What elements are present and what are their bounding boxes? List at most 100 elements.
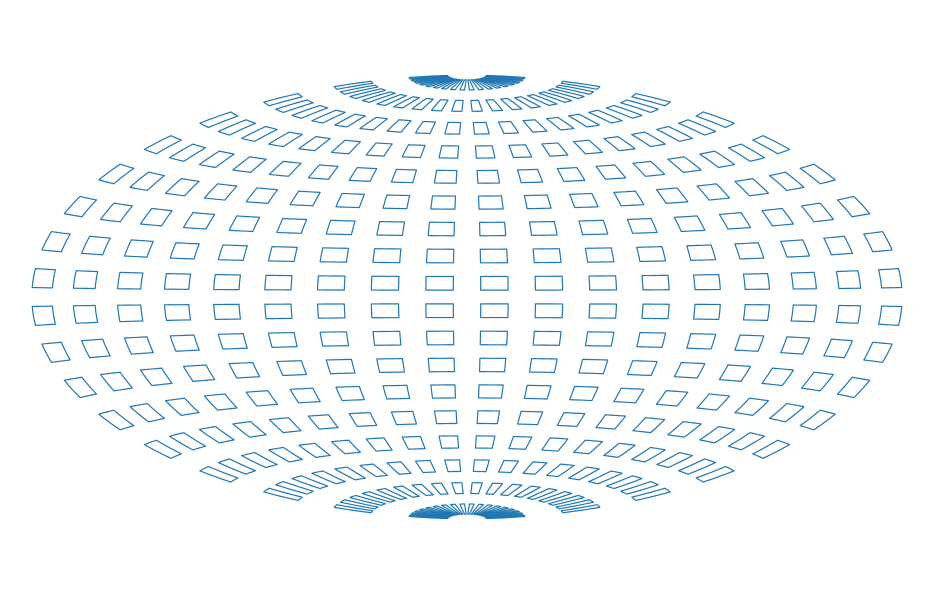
- grid-tile: [467, 79, 475, 91]
- grid-tile: [467, 503, 475, 515]
- grid-tile: [667, 156, 702, 173]
- grid-tile: [692, 303, 721, 321]
- grid-tile: [695, 111, 735, 129]
- grid-tile: [263, 487, 303, 502]
- grid-tile: [438, 145, 460, 159]
- grid-tile: [432, 505, 458, 516]
- grid-tile: [268, 446, 303, 463]
- grid-tile: [335, 385, 365, 402]
- grid-tile: [425, 275, 454, 291]
- grid-tile: [430, 384, 457, 399]
- grid-tile: [129, 171, 166, 192]
- grid-tile: [376, 487, 408, 501]
- grid-tile: [275, 480, 314, 495]
- grid-tile: [31, 305, 56, 326]
- grid-tile: [228, 215, 261, 233]
- grid-tile: [522, 119, 548, 133]
- grid-tile: [545, 463, 575, 478]
- grid-tile: [727, 143, 766, 162]
- grid-tile: [584, 331, 615, 347]
- grid-tile: [481, 77, 515, 86]
- grid-tile: [411, 97, 434, 111]
- grid-tile: [411, 483, 434, 497]
- grid-tile: [578, 358, 609, 375]
- grid-tile: [425, 248, 455, 264]
- grid-tile: [349, 88, 387, 100]
- grid-tile: [631, 131, 666, 148]
- grid-tile: [268, 160, 302, 177]
- grid-tile: [291, 104, 329, 119]
- grid-tile: [477, 384, 504, 399]
- grid-tile: [686, 244, 717, 261]
- grid-tile: [481, 508, 515, 517]
- grid-tile: [538, 491, 573, 503]
- grid-tile: [307, 164, 339, 180]
- grid-tile: [123, 239, 154, 258]
- grid-tile: [532, 330, 562, 346]
- grid-tile: [376, 93, 408, 107]
- grid-tile: [163, 272, 192, 290]
- grid-tile: [393, 96, 421, 109]
- grid-tile: [727, 432, 766, 451]
- grid-tile: [538, 91, 573, 103]
- grid-tile: [641, 274, 670, 291]
- grid-tile: [449, 79, 464, 91]
- grid-tile: [143, 135, 182, 155]
- grid-tile: [451, 99, 464, 112]
- grid-tile: [143, 439, 182, 459]
- grid-tile: [449, 503, 464, 515]
- grid-tile: [556, 412, 586, 428]
- grid-tile: [98, 409, 135, 431]
- grid-tile: [268, 417, 302, 434]
- grid-tile: [547, 494, 585, 506]
- grid-tile: [673, 215, 706, 233]
- grid-tile: [479, 248, 509, 264]
- grid-tile: [81, 338, 111, 359]
- grid-tile: [742, 272, 771, 290]
- grid-tile: [339, 84, 379, 95]
- grid-tile: [560, 80, 601, 90]
- grid-tile: [476, 78, 502, 89]
- grid-tile: [556, 166, 586, 182]
- grid-tile: [578, 219, 609, 236]
- grid-tile: [276, 217, 308, 234]
- grid-tile: [72, 270, 99, 290]
- grid-tile: [479, 506, 509, 517]
- grid-tile: [799, 409, 836, 431]
- grid-tile: [390, 168, 418, 184]
- grid-tile: [438, 435, 460, 449]
- grid-tile: [516, 410, 544, 426]
- grid-tile: [734, 178, 770, 197]
- grid-tile: [768, 402, 805, 423]
- grid-tile: [276, 360, 308, 377]
- grid-tile: [768, 171, 805, 192]
- grid-tile: [433, 169, 458, 184]
- grid-tile: [497, 120, 520, 135]
- grid-tile: [365, 437, 393, 452]
- grid-tile: [348, 412, 378, 428]
- grid-tile: [636, 331, 667, 348]
- grid-tile: [361, 91, 396, 103]
- grid-tile: [878, 305, 903, 326]
- grid-tile: [459, 503, 467, 515]
- grid-tile: [695, 465, 735, 483]
- grid-tile: [168, 143, 207, 162]
- grid-tile: [164, 178, 200, 197]
- grid-tile: [264, 303, 293, 320]
- grid-tile: [41, 341, 71, 364]
- grid-tile: [470, 482, 483, 495]
- grid-tile: [799, 163, 836, 185]
- grid-tile: [541, 142, 569, 157]
- grid-tile: [217, 244, 248, 261]
- grid-tile: [433, 410, 458, 425]
- grid-tile: [370, 303, 400, 319]
- grid-tile: [595, 164, 627, 180]
- grid-tile: [485, 514, 526, 520]
- tile-group: [31, 74, 903, 520]
- grid-tile: [836, 376, 871, 399]
- grid-tile: [267, 246, 298, 263]
- grid-tile: [555, 84, 595, 95]
- grid-tile: [699, 425, 736, 444]
- grid-tile: [478, 221, 507, 237]
